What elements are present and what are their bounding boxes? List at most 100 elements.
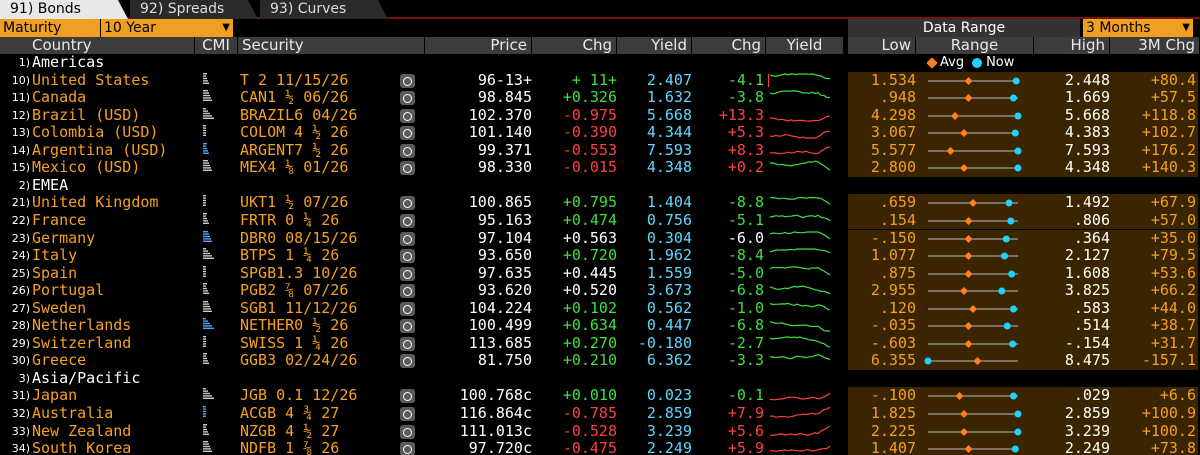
chart-icon[interactable] <box>400 354 415 369</box>
cmi-indicator[interactable] <box>202 124 226 142</box>
security-name[interactable]: BRAZIL6 04/26 <box>240 106 358 124</box>
chart-icon[interactable] <box>400 407 415 421</box>
chart-button[interactable] <box>400 335 420 353</box>
chart-icon[interactable] <box>400 284 415 299</box>
yield-chart[interactable] <box>768 72 836 90</box>
security-name[interactable]: ARGENT7 ½ 26 <box>240 141 349 159</box>
chart-icon[interactable] <box>400 73 415 88</box>
country-name[interactable]: Germany <box>32 229 96 247</box>
yield-chart[interactable] <box>768 387 836 405</box>
cmi-indicator[interactable] <box>202 142 226 160</box>
header-low[interactable]: Low <box>848 37 916 54</box>
security-name[interactable]: NZGB 4 ½ 27 <box>240 422 340 440</box>
chart-icon[interactable] <box>400 213 415 228</box>
cmi-indicator[interactable] <box>202 405 226 423</box>
table-row[interactable]: 23) Germany DBR0 08/15/26 97.104 +0.563 0.304… <box>0 230 1200 248</box>
header-security[interactable]: Security <box>238 37 425 54</box>
security-name[interactable]: NETHER0 ½ 26 <box>240 317 349 335</box>
security-name[interactable]: SWISS 1 ¼ 26 <box>240 334 349 352</box>
country-name[interactable]: Portugal <box>32 282 105 300</box>
country-name[interactable]: Netherlands <box>32 317 132 335</box>
cmi-indicator[interactable] <box>202 159 226 177</box>
chart-button[interactable] <box>400 352 420 370</box>
header-yield[interactable]: Yield <box>617 37 692 54</box>
country-name[interactable]: United Kingdom <box>32 194 159 212</box>
cmi-indicator[interactable] <box>202 89 226 107</box>
yield-chart[interactable] <box>768 194 836 212</box>
chart-button[interactable] <box>400 124 420 142</box>
cmi-indicator[interactable] <box>202 423 226 441</box>
cmi-indicator[interactable] <box>202 317 226 335</box>
maturity-dropdown[interactable]: 10 Year ▼ <box>100 19 233 37</box>
security-name[interactable]: PGB2 ⅞ 07/26 <box>240 282 349 300</box>
table-row[interactable]: 22) France FRTR 0 ¼ 26 95.163 +0.474 0.756 -5.… <box>0 212 1200 230</box>
security-name[interactable]: NDFB 1 ⅞ 26 <box>240 440 340 455</box>
country-name[interactable]: Argentina (USD) <box>32 141 168 159</box>
cmi-indicator[interactable] <box>202 230 226 248</box>
country-name[interactable]: South Korea <box>32 440 132 455</box>
yield-chart[interactable] <box>768 230 836 248</box>
country-name[interactable]: France <box>32 211 87 229</box>
chart-icon[interactable] <box>400 301 415 316</box>
chart-icon[interactable] <box>400 389 415 404</box>
tab-spreads[interactable]: 92) Spreads <box>130 0 258 19</box>
chart-button[interactable] <box>400 107 420 125</box>
table-row[interactable]: 21) United Kingdom UKT1 ½ 07/26 100.865 +0.7… <box>0 194 1200 212</box>
chart-button[interactable] <box>400 142 420 160</box>
security-name[interactable]: SGB1 11/12/26 <box>240 299 358 317</box>
cmi-indicator[interactable] <box>202 440 226 455</box>
country-name[interactable]: Sweden <box>32 299 87 317</box>
table-row[interactable]: 30) Greece GGB3 02/24/26 81.750 +0.210 6.362 -… <box>0 352 1200 370</box>
cmi-indicator[interactable] <box>202 335 226 353</box>
yield-chart[interactable] <box>768 159 836 177</box>
table-row[interactable]: 31) Japan JGB 0.1 12/26 100.768c +0.010 0.023… <box>0 387 1200 405</box>
yield-chart[interactable] <box>768 247 836 265</box>
country-name[interactable]: Italy <box>32 247 78 265</box>
security-name[interactable]: T 2 11/15/26 <box>240 71 349 89</box>
chart-button[interactable] <box>400 387 420 405</box>
cmi-indicator[interactable] <box>202 352 226 370</box>
chart-button[interactable] <box>400 194 420 212</box>
yield-chart[interactable] <box>768 335 836 353</box>
table-row[interactable]: 27) Sweden SGB1 11/12/26 104.224 +0.102 0.562… <box>0 300 1200 318</box>
security-name[interactable]: BTPS 1 ¼ 26 <box>240 247 340 265</box>
chart-icon[interactable] <box>400 249 415 264</box>
table-row[interactable]: 15) Mexico (USD) MEX4 ⅛ 01/26 98.330 -0.015 4… <box>0 159 1200 177</box>
chart-icon[interactable] <box>400 442 415 455</box>
chart-button[interactable] <box>400 317 420 335</box>
chart-button[interactable] <box>400 89 420 107</box>
header-high[interactable]: High <box>1034 37 1110 54</box>
cmi-indicator[interactable] <box>202 300 226 318</box>
cmi-indicator[interactable] <box>202 107 226 125</box>
security-name[interactable]: FRTR 0 ¼ 26 <box>240 211 340 229</box>
country-name[interactable]: Greece <box>32 352 87 370</box>
header-3m-chg[interactable]: 3M Chg <box>1110 37 1200 54</box>
security-name[interactable]: ACGB 4 ¾ 27 <box>240 405 340 422</box>
tab-bonds[interactable]: 91) Bonds <box>0 0 128 19</box>
table-row[interactable]: 26) Portugal PGB2 ⅞ 07/26 93.620 +0.520 3.673… <box>0 282 1200 300</box>
chart-icon[interactable] <box>400 161 415 176</box>
country-name[interactable]: Switzerland <box>32 334 132 352</box>
chart-icon[interactable] <box>400 266 415 281</box>
table-row[interactable]: 34) South Korea NDFB 1 ⅞ 26 97.720c -0.475 2.… <box>0 440 1200 455</box>
yield-chart[interactable] <box>768 265 836 283</box>
chart-button[interactable] <box>400 282 420 300</box>
security-name[interactable]: UKT1 ½ 07/26 <box>240 194 349 212</box>
table-row[interactable]: 29) Switzerland SWISS 1 ¼ 26 113.685 +0.270 -… <box>0 335 1200 353</box>
chart-button[interactable] <box>400 230 420 248</box>
header-yield-chg[interactable]: Chg <box>692 37 766 54</box>
security-name[interactable]: JGB 0.1 12/26 <box>240 387 358 405</box>
cmi-indicator[interactable] <box>202 194 226 212</box>
cmi-indicator[interactable] <box>202 387 226 405</box>
cmi-indicator[interactable] <box>202 247 226 265</box>
header-yield-chart[interactable]: Yield <box>766 37 844 54</box>
tab-curves[interactable]: 93) Curves <box>260 0 388 19</box>
yield-chart[interactable] <box>768 107 836 125</box>
table-row[interactable]: 33) New Zealand NZGB 4 ½ 27 111.013c -0.528 3… <box>0 423 1200 441</box>
chart-button[interactable] <box>400 212 420 230</box>
security-name[interactable]: MEX4 ⅛ 01/26 <box>240 159 349 177</box>
country-name[interactable]: Canada <box>32 89 87 107</box>
chart-button[interactable] <box>400 265 420 283</box>
country-name[interactable]: Brazil (USD) <box>32 106 141 124</box>
country-name[interactable]: Spain <box>32 264 78 282</box>
